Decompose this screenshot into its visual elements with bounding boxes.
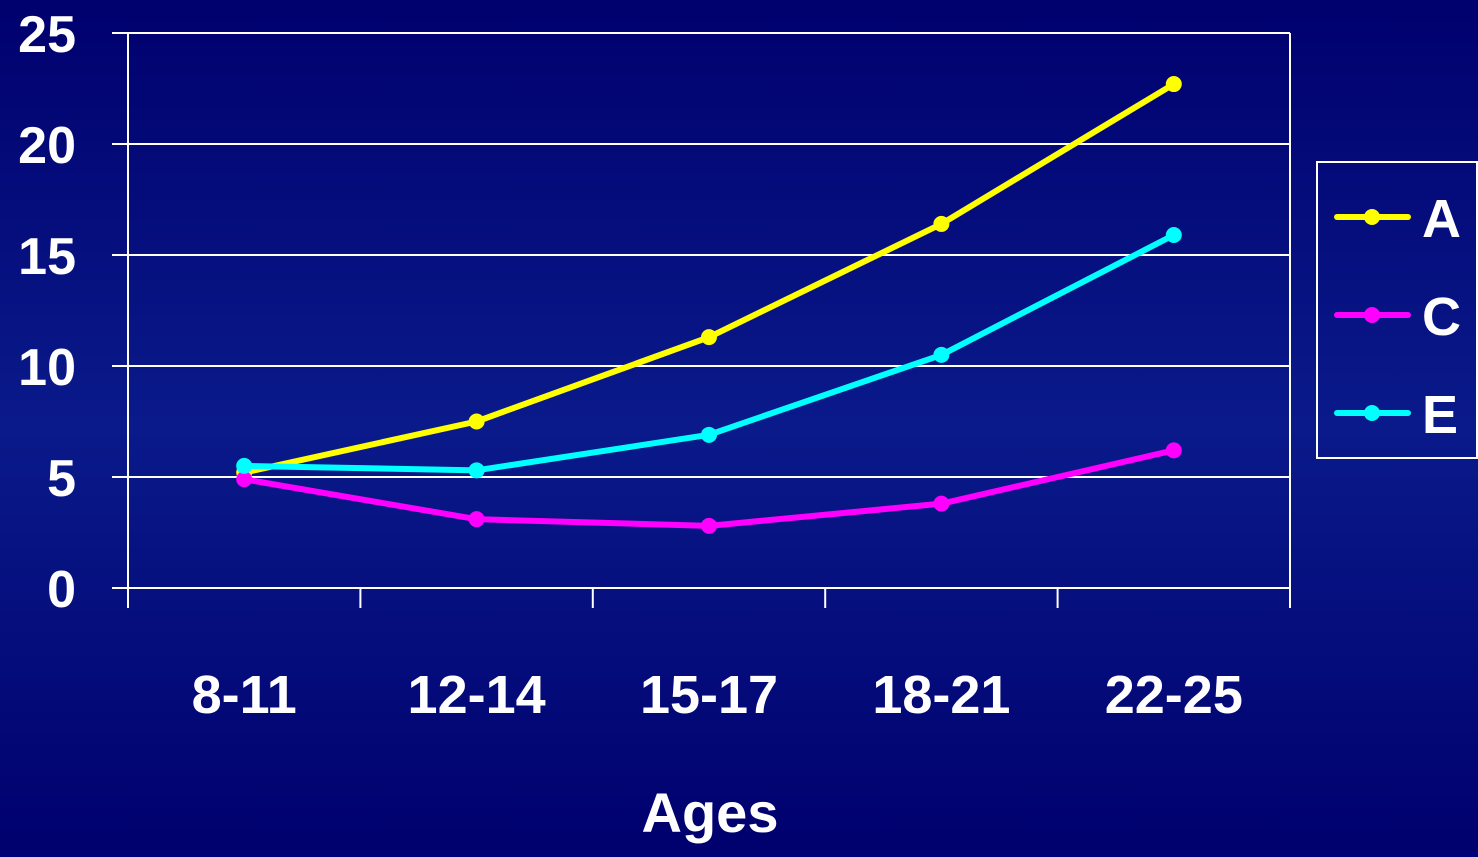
x-tick-label: 22-25 [1105, 665, 1243, 725]
data-point-C [1165, 442, 1182, 459]
data-point-E [236, 457, 253, 474]
legend-label-E: E [1422, 385, 1458, 445]
legend-marker-A [1364, 209, 1380, 225]
x-tick-label: 15-17 [640, 665, 778, 725]
y-tick-label: 10 [18, 339, 76, 397]
legend-marker-E [1364, 405, 1380, 421]
y-tick-label: 20 [18, 117, 76, 175]
legend-marker-C [1364, 307, 1380, 323]
data-point-E [701, 426, 717, 443]
y-tick-label: 25 [18, 6, 76, 64]
data-point-E [933, 346, 950, 363]
gridlines [128, 32, 1290, 478]
legend-label-A: A [1422, 189, 1461, 249]
legend-label-C: C [1422, 287, 1461, 347]
y-tick-label: 0 [47, 561, 76, 619]
legend-box [1316, 161, 1478, 459]
series-lines [236, 76, 1182, 534]
legend: ACE [1316, 161, 1478, 459]
data-point-A [468, 413, 485, 430]
x-axis-title: Ages [642, 781, 779, 844]
data-point-A [1165, 76, 1182, 93]
data-point-C [468, 511, 485, 528]
data-point-C [236, 471, 253, 488]
data-point-A [701, 329, 717, 346]
y-tick-label: 15 [18, 228, 76, 286]
data-point-C [933, 495, 950, 512]
y-tick-label: 5 [47, 450, 76, 508]
x-tick-label: 18-21 [872, 665, 1010, 725]
data-point-E [468, 462, 485, 479]
data-point-A [933, 215, 950, 232]
data-point-E [1165, 227, 1182, 244]
x-tick-label: 12-14 [408, 665, 546, 725]
axes: 0 5 10 15 20 25 8-11 12-14 15-17 18-21 22-25 [18, 6, 1291, 725]
data-point-C [701, 517, 717, 534]
x-tick-label: 8-11 [192, 665, 297, 725]
